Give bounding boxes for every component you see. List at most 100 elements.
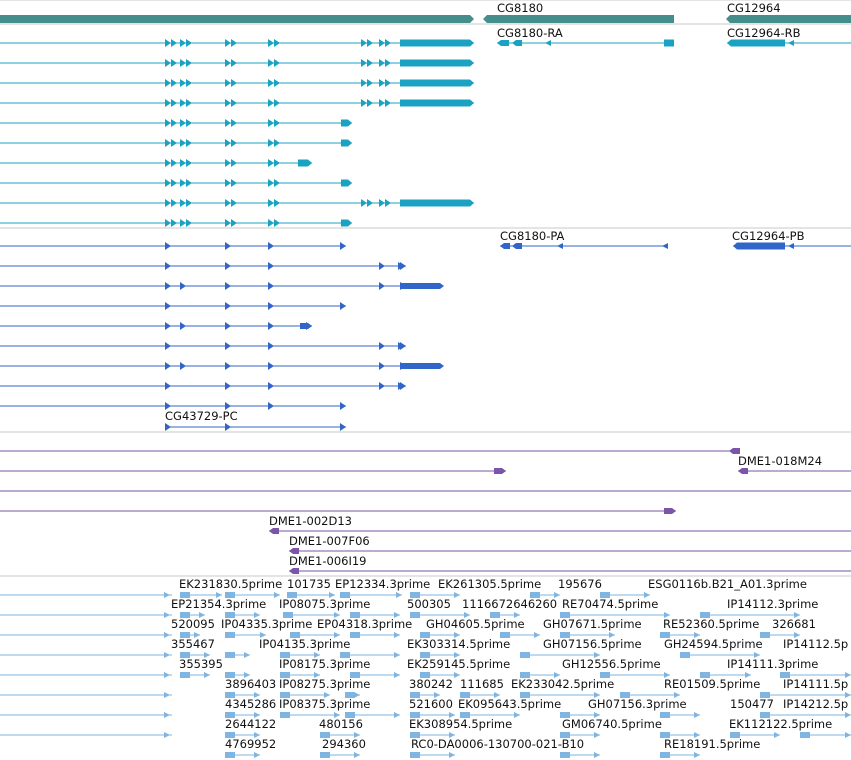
est-label[interactable]: GH24594.5prime — [664, 637, 763, 651]
est-label[interactable]: IP14111.3prime — [727, 657, 819, 671]
exon-marker[interactable] — [354, 732, 360, 738]
exon-marker[interactable] — [534, 632, 540, 638]
est-block[interactable] — [560, 732, 570, 738]
clone-label[interactable]: DME1-018M24 — [738, 454, 823, 468]
exon-marker[interactable] — [788, 40, 794, 46]
exon-marker[interactable] — [231, 79, 237, 87]
est-label[interactable]: 195676 — [558, 577, 602, 591]
exon-marker[interactable] — [165, 159, 171, 167]
exon-marker[interactable] — [171, 159, 177, 167]
exon-marker[interactable] — [745, 672, 751, 678]
exon-marker[interactable] — [171, 119, 177, 127]
transcript-exon-block[interactable] — [400, 79, 474, 87]
exon-marker[interactable] — [180, 322, 186, 330]
clone-label[interactable]: DME1-007F06 — [289, 534, 370, 548]
transcript-exon-block[interactable] — [341, 119, 352, 127]
exon-marker[interactable] — [165, 139, 171, 147]
exon-marker[interactable] — [694, 632, 700, 638]
exon-marker[interactable] — [361, 199, 367, 207]
est-block[interactable] — [600, 672, 610, 678]
exon-marker[interactable] — [385, 79, 391, 87]
exon-marker[interactable] — [379, 79, 385, 87]
protein-label[interactable]: CG43729-PC — [165, 409, 238, 423]
exon-marker[interactable] — [367, 39, 373, 47]
exon-marker[interactable] — [225, 159, 231, 167]
est-block[interactable] — [490, 612, 500, 618]
exon-marker[interactable] — [186, 79, 192, 87]
exon-marker[interactable] — [334, 632, 340, 638]
exon-marker[interactable] — [268, 262, 274, 270]
exon-marker[interactable] — [225, 139, 231, 147]
exon-marker[interactable] — [165, 79, 171, 87]
gene-bar[interactable] — [483, 15, 674, 23]
exon-marker[interactable] — [268, 382, 274, 390]
est-block[interactable] — [320, 752, 330, 758]
exon-marker[interactable] — [244, 672, 250, 678]
exon-marker[interactable] — [225, 219, 231, 227]
est-label[interactable]: 326681 — [772, 617, 816, 631]
exon-marker[interactable] — [225, 423, 231, 431]
est-block[interactable] — [530, 592, 540, 598]
gene-bar[interactable] — [726, 15, 851, 23]
est-block[interactable] — [760, 632, 770, 638]
exon-marker[interactable] — [268, 322, 274, 330]
est-block[interactable] — [700, 672, 710, 678]
exon-marker[interactable] — [171, 219, 177, 227]
exon-marker[interactable] — [361, 79, 367, 87]
est-label[interactable]: 150477 — [730, 697, 774, 711]
exon-marker[interactable] — [225, 342, 231, 350]
est-block[interactable] — [225, 652, 235, 658]
est-label[interactable]: 4345286 — [225, 697, 277, 711]
exon-marker[interactable] — [268, 139, 274, 147]
est-label[interactable]: IP14112.3prime — [727, 597, 819, 611]
est-block[interactable] — [345, 692, 355, 698]
exon-marker[interactable] — [164, 612, 170, 618]
exon-marker[interactable] — [225, 39, 231, 47]
exon-marker[interactable] — [379, 342, 385, 350]
est-block[interactable] — [520, 672, 530, 678]
est-block[interactable] — [620, 692, 630, 698]
exon-marker[interactable] — [165, 262, 171, 270]
exon-marker[interactable] — [231, 179, 237, 187]
exon-marker[interactable] — [609, 632, 615, 638]
est-block[interactable] — [730, 732, 740, 738]
exon-marker[interactable] — [340, 402, 346, 410]
exon-marker[interactable] — [186, 59, 192, 67]
exon-marker[interactable] — [165, 99, 171, 107]
est-block[interactable] — [280, 692, 290, 698]
exon-marker[interactable] — [268, 242, 274, 250]
est-block[interactable] — [180, 672, 190, 678]
exon-marker[interactable] — [379, 99, 385, 107]
exon-marker[interactable] — [186, 199, 192, 207]
exon-marker[interactable] — [367, 79, 373, 87]
est-block[interactable] — [500, 632, 510, 638]
exon-marker[interactable] — [557, 243, 563, 249]
exon-marker[interactable] — [340, 423, 346, 431]
est-label[interactable]: 380242 — [409, 677, 453, 691]
est-block[interactable] — [660, 632, 670, 638]
protein-exon-block[interactable] — [512, 243, 522, 249]
exon-marker[interactable] — [845, 712, 851, 718]
exon-marker[interactable] — [165, 382, 171, 390]
est-block[interactable] — [225, 672, 235, 678]
exon-marker[interactable] — [260, 632, 266, 638]
est-block[interactable] — [225, 712, 235, 718]
exon-marker[interactable] — [199, 612, 205, 618]
exon-marker[interactable] — [165, 39, 171, 47]
exon-marker[interactable] — [514, 712, 520, 718]
exon-marker[interactable] — [231, 219, 237, 227]
est-block[interactable] — [410, 732, 420, 738]
exon-marker[interactable] — [268, 402, 274, 410]
exon-marker[interactable] — [274, 219, 280, 227]
exon-marker[interactable] — [186, 179, 192, 187]
est-block[interactable] — [180, 612, 190, 618]
exon-marker[interactable] — [225, 59, 231, 67]
est-label[interactable]: EK261305.5prime — [438, 577, 542, 591]
exon-marker[interactable] — [594, 732, 600, 738]
exon-marker[interactable] — [454, 632, 460, 638]
exon-marker[interactable] — [180, 219, 186, 227]
exon-marker[interactable] — [674, 692, 680, 698]
est-label[interactable]: IP08075.3prime — [279, 597, 371, 611]
exon-marker[interactable] — [334, 712, 340, 718]
est-block[interactable] — [410, 692, 420, 698]
